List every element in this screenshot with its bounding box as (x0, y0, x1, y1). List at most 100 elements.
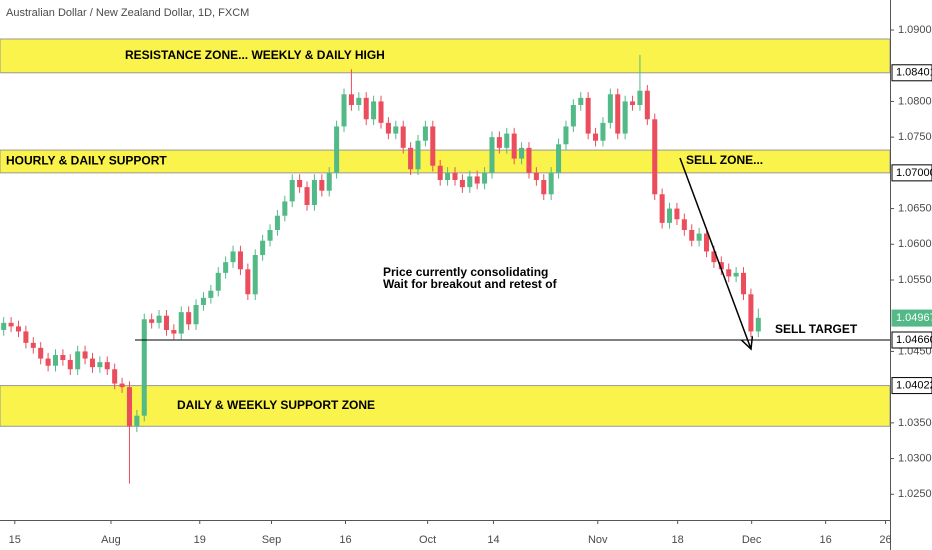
candle-body (60, 355, 66, 360)
candle-body (30, 342, 36, 348)
candle-body (134, 415, 140, 427)
candle-body (15, 326, 22, 332)
annotation: Wait for breakout and retest of (383, 277, 558, 291)
annotation: SELL ZONE... (686, 153, 763, 167)
candle-body (163, 315, 169, 330)
candle-body (156, 315, 162, 323)
x-tick-label: 15 (9, 534, 21, 546)
candle-body (38, 347, 44, 359)
candle-body (82, 351, 88, 359)
y-tick-label: 1.09000 (898, 24, 932, 36)
candle-body (541, 180, 547, 195)
candle-body (223, 262, 229, 273)
candle-body (356, 97, 362, 105)
candle-body (97, 362, 103, 368)
candle-body (526, 147, 532, 173)
price-label-box (891, 64, 932, 82)
candle-body (230, 251, 236, 263)
price-label: 1.04022 (896, 379, 932, 391)
zone (0, 38, 891, 74)
candle-body (348, 94, 354, 105)
y-tick-label: 1.08000 (898, 95, 932, 107)
candle-body (630, 101, 636, 105)
candle-body (445, 172, 451, 180)
candle-body (67, 360, 73, 370)
candle-body (474, 176, 480, 184)
plot-area (0, 38, 891, 484)
price-label: 1.04660 (896, 334, 932, 346)
y-tick-label: 1.02500 (898, 488, 932, 500)
annotation: SELL TARGET (775, 322, 858, 336)
candle-body (208, 290, 214, 298)
candle-body (681, 219, 687, 230)
candle-body (415, 140, 421, 170)
zone-label: DAILY & WEEKLY SUPPORT ZONE (177, 398, 375, 412)
x-tick-label: Aug (101, 534, 121, 546)
candle-body (141, 319, 147, 416)
candle-body (519, 147, 525, 159)
x-tick-label: Oct (419, 534, 436, 546)
candle-body (696, 233, 702, 241)
candle-body (89, 358, 95, 368)
candle-body (652, 119, 658, 195)
candle-body (385, 122, 391, 134)
x-tick-label: 16 (820, 534, 832, 546)
candle-body (267, 230, 273, 241)
candle-body (556, 144, 562, 173)
candle-body (615, 94, 621, 134)
candle-body (282, 201, 288, 216)
candle-body (674, 208, 680, 220)
candle-body (667, 208, 673, 223)
candle-body (733, 272, 739, 277)
candle-body (245, 269, 251, 295)
candle-body (504, 133, 510, 148)
arrow (679, 157, 751, 349)
candle-body (408, 147, 414, 170)
y-tick-label: 1.06000 (898, 238, 932, 250)
candle-body (533, 172, 539, 180)
candle-body (237, 251, 243, 270)
y-tick-label: 1.03500 (898, 417, 932, 429)
candle-body (430, 126, 436, 166)
x-tick-label: Sep (262, 534, 282, 546)
zone-label: RESISTANCE ZONE... WEEKLY & DAILY HIGH (125, 48, 385, 62)
candle-body (585, 97, 591, 134)
candle-body (193, 305, 199, 325)
candle-body (393, 126, 399, 134)
candle-body (319, 180, 325, 191)
candle-body (563, 126, 569, 145)
candle-body (496, 137, 502, 148)
candle-body (437, 165, 443, 180)
candle-body (126, 387, 132, 427)
candle-body (637, 90, 643, 105)
candle-body (326, 172, 332, 191)
candle-body (311, 180, 317, 205)
candle-body (704, 233, 710, 252)
price-label-box (891, 377, 932, 395)
price-label-box (891, 164, 932, 182)
candle-body (45, 358, 51, 366)
candle-body (422, 126, 428, 141)
candle-body (119, 383, 125, 388)
candle-body (755, 317, 761, 332)
candle-body (622, 101, 628, 134)
price-label: 1.08401 (896, 67, 932, 79)
candle-body (215, 272, 221, 291)
candle-body (289, 180, 295, 202)
candle-body (726, 269, 732, 277)
candle-body (23, 331, 29, 343)
y-tick-label: 1.06500 (898, 202, 932, 214)
candle-body (52, 355, 59, 366)
candle-body (600, 122, 606, 141)
candle-body (593, 133, 599, 141)
candle-body (659, 194, 665, 223)
candle-body (8, 322, 14, 327)
candle-body (482, 172, 488, 184)
candle-body (741, 272, 747, 295)
candle-body (260, 240, 266, 255)
candle-body (200, 297, 206, 305)
candle-body (689, 230, 695, 241)
candle-body (363, 97, 369, 120)
candle-body (1, 322, 7, 330)
